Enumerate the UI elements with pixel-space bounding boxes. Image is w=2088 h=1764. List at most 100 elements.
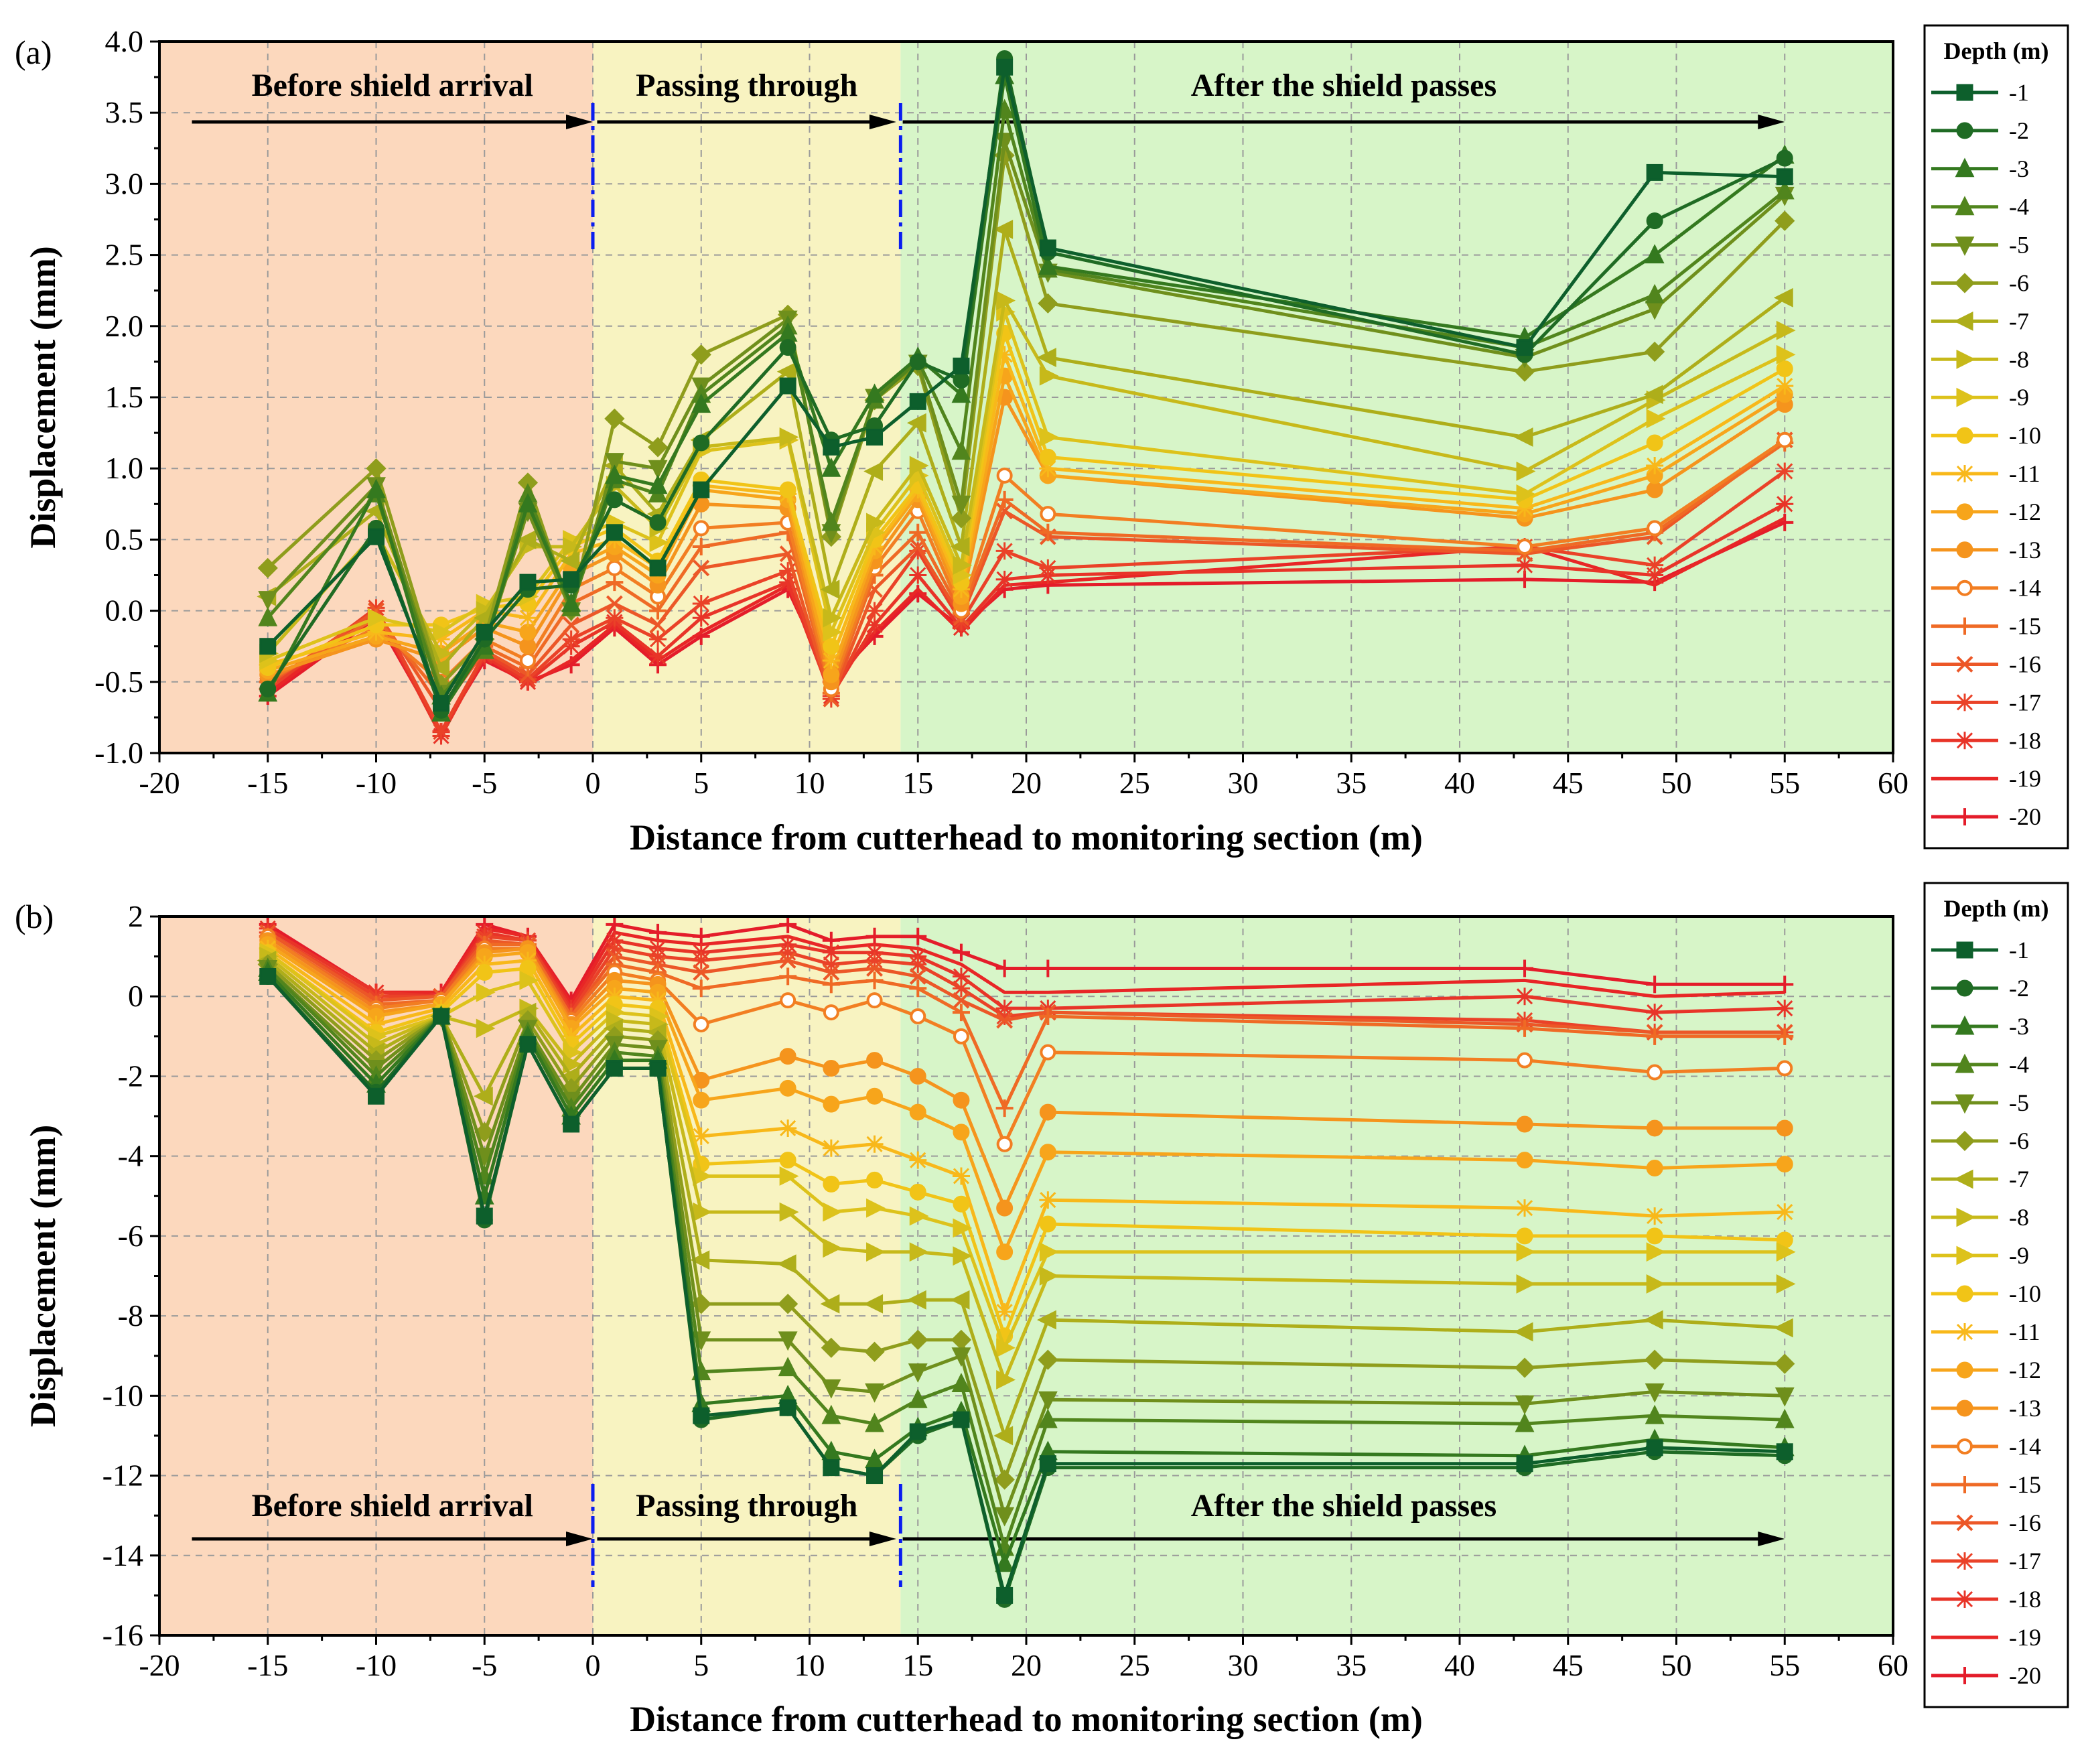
x-tick-label: -15 (247, 766, 288, 800)
data-point (1776, 975, 1794, 994)
legend-marker (1956, 1476, 1973, 1493)
legend-marker (1955, 196, 1975, 216)
y-tick-label: 0.5 (105, 522, 144, 556)
data-point (1040, 1044, 1056, 1061)
data-point (779, 952, 796, 969)
data-point (649, 602, 667, 620)
data-point (1039, 448, 1056, 466)
x-tick-label: 50 (1661, 1648, 1692, 1682)
data-point (1516, 1227, 1533, 1245)
legend-item: -8 (1931, 1204, 2029, 1231)
legend-label: -3 (2009, 155, 2029, 182)
data-point (1036, 1310, 1056, 1330)
data-point (693, 1016, 709, 1032)
data-point (367, 599, 385, 617)
data-point (995, 1552, 1015, 1572)
legend-item: -2 (1931, 117, 2029, 144)
data-point (865, 616, 884, 634)
x-tick-label: -5 (472, 766, 497, 800)
data-point (952, 967, 970, 986)
data-point (1038, 1408, 1058, 1428)
data-point (649, 1060, 667, 1077)
data-point (1039, 366, 1059, 386)
data-point (865, 1412, 884, 1432)
legend-item: -6 (1931, 1128, 2029, 1154)
data-point (953, 372, 970, 389)
data-point (1774, 1408, 1795, 1428)
data-point (996, 1586, 1014, 1604)
data-point (1516, 1274, 1536, 1294)
series-depth-8 (259, 947, 1796, 1389)
legend-label: -9 (2009, 384, 2029, 411)
data-point (909, 1206, 929, 1226)
legend-item: -1 (1931, 79, 2029, 106)
data-point (693, 1202, 713, 1222)
legend-item: -8 (1931, 346, 2029, 372)
legend-marker (1955, 1094, 1975, 1114)
data-point (560, 551, 580, 571)
data-point (1776, 320, 1796, 340)
data-point (1774, 1387, 1795, 1407)
legend-label: -10 (2009, 422, 2041, 449)
legend-marker (1956, 84, 1973, 101)
y-axis-title: Displacement (mm) (23, 1125, 63, 1427)
data-point (259, 638, 277, 655)
x-tick-label: 35 (1336, 1648, 1367, 1682)
legend-item: -17 (1931, 689, 2041, 716)
phase-label: Passing through (636, 68, 857, 103)
legend-label: -20 (2009, 803, 2041, 830)
legend-label: -10 (2009, 1280, 2041, 1307)
data-point (258, 591, 278, 610)
data-point (1645, 1404, 1665, 1424)
data-point (518, 492, 538, 513)
data-point (473, 1086, 493, 1106)
data-point (1040, 506, 1056, 523)
data-point (863, 1294, 884, 1314)
x-tick-label: 30 (1228, 1648, 1259, 1682)
y-tick-label: -2 (118, 1059, 143, 1093)
data-point (823, 666, 840, 683)
data-point (821, 1404, 841, 1424)
data-point (692, 1127, 710, 1145)
legend-marker (1956, 1245, 1976, 1266)
x-axis-title: Distance from cutterhead to monitoring s… (630, 817, 1423, 858)
data-point (649, 533, 669, 553)
legend-marker (1956, 1590, 1973, 1608)
legend-label: -8 (2009, 1204, 2029, 1231)
data-point (1516, 1455, 1533, 1473)
data-point (866, 1171, 884, 1189)
legend-marker (1956, 1667, 1973, 1684)
data-point (368, 1087, 385, 1105)
data-point (1773, 1318, 1793, 1338)
legend-item: -16 (1931, 1509, 2041, 1536)
legend-label: -4 (2009, 1051, 2029, 1078)
phase-arrowhead (869, 115, 896, 129)
data-point (519, 970, 539, 990)
legend-marker (1956, 503, 1973, 521)
data-point (779, 1079, 796, 1097)
legend-item: -18 (1931, 727, 2041, 754)
data-point (1776, 360, 1793, 378)
x-tick-label: 25 (1119, 766, 1150, 800)
data-point (993, 1426, 1014, 1446)
legend-marker (1954, 273, 1975, 293)
data-point (953, 1028, 969, 1044)
series-depth-1 (259, 58, 1793, 712)
data-point (779, 1399, 796, 1416)
data-point (821, 511, 841, 531)
data-point (953, 992, 970, 1009)
data-point (1776, 1120, 1793, 1137)
legend-marker (1956, 122, 1973, 139)
data-point (996, 291, 1016, 310)
data-point (1039, 959, 1057, 977)
data-point (866, 992, 883, 1009)
data-point (1776, 1000, 1794, 1018)
legend-marker (1956, 387, 1976, 407)
legend-marker (1956, 1285, 1973, 1302)
data-point (606, 524, 623, 541)
legend-label: -14 (2009, 575, 2041, 602)
data-point (779, 339, 796, 356)
data-point (257, 557, 278, 579)
data-point (776, 1254, 796, 1274)
data-point (950, 1290, 970, 1310)
